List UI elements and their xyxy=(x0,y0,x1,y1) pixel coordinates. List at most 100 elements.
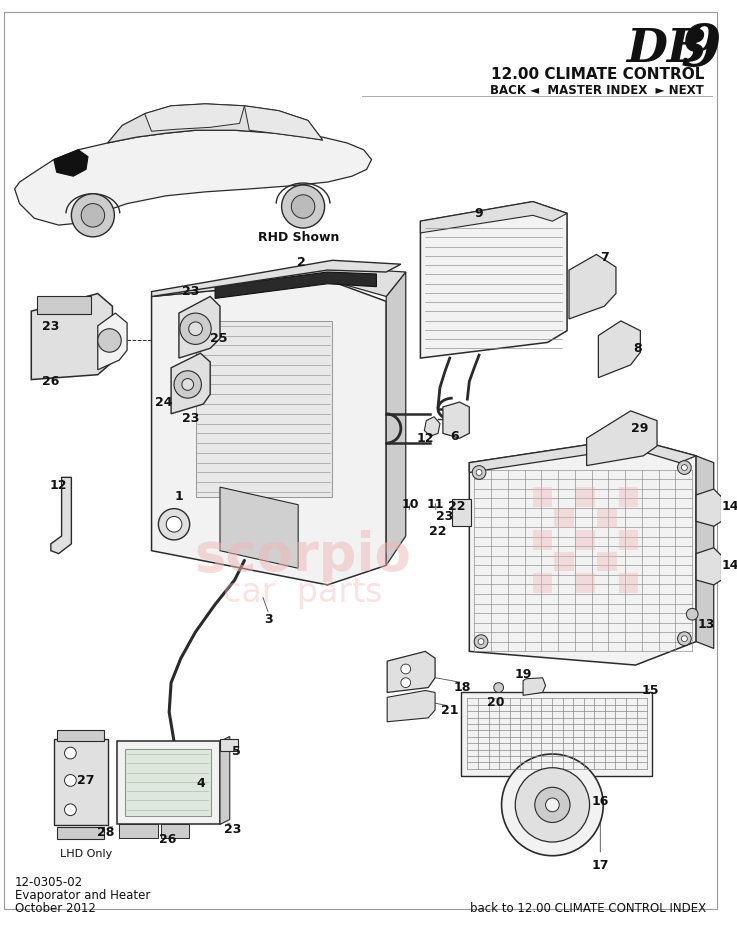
Polygon shape xyxy=(245,105,323,140)
Text: DB: DB xyxy=(626,26,707,71)
Bar xyxy=(554,509,574,528)
Polygon shape xyxy=(179,297,220,358)
Bar xyxy=(576,574,595,593)
Polygon shape xyxy=(420,202,567,233)
Circle shape xyxy=(98,328,121,352)
Bar xyxy=(220,739,237,751)
Circle shape xyxy=(158,509,189,540)
Bar xyxy=(598,551,617,572)
Text: 8: 8 xyxy=(633,341,642,355)
Text: back to 12.00 CLIMATE CONTROL INDEX: back to 12.00 CLIMATE CONTROL INDEX xyxy=(469,902,706,915)
Polygon shape xyxy=(696,548,722,585)
Circle shape xyxy=(677,632,691,646)
Bar xyxy=(576,530,595,549)
Text: scorpio: scorpio xyxy=(195,529,411,582)
Bar xyxy=(125,749,212,816)
Text: 14: 14 xyxy=(722,559,737,572)
Circle shape xyxy=(182,378,194,390)
Circle shape xyxy=(71,194,114,237)
Polygon shape xyxy=(523,678,545,696)
Text: 22: 22 xyxy=(429,524,447,537)
Circle shape xyxy=(282,185,324,228)
Bar xyxy=(54,739,108,825)
Circle shape xyxy=(535,787,570,822)
Bar xyxy=(161,824,189,838)
Polygon shape xyxy=(220,736,230,824)
Circle shape xyxy=(174,371,201,398)
Text: 3: 3 xyxy=(265,612,273,625)
Text: 29: 29 xyxy=(631,422,648,435)
Polygon shape xyxy=(420,202,567,358)
Polygon shape xyxy=(569,254,616,319)
Text: 23: 23 xyxy=(224,823,242,836)
Circle shape xyxy=(545,798,559,812)
Bar xyxy=(554,551,574,572)
Circle shape xyxy=(515,768,590,842)
Text: Evaporator and Heater: Evaporator and Heater xyxy=(15,889,150,902)
Circle shape xyxy=(474,635,488,648)
Circle shape xyxy=(682,464,688,471)
Polygon shape xyxy=(425,417,440,437)
Circle shape xyxy=(65,774,76,786)
Text: 12-0305-02: 12-0305-02 xyxy=(15,876,83,889)
Text: 9: 9 xyxy=(475,207,483,220)
Bar xyxy=(576,487,595,507)
Polygon shape xyxy=(386,272,406,565)
Text: 12: 12 xyxy=(50,478,67,492)
Circle shape xyxy=(81,204,105,227)
Text: 23: 23 xyxy=(182,285,199,298)
Polygon shape xyxy=(144,104,245,131)
Text: 12: 12 xyxy=(416,432,434,445)
Circle shape xyxy=(682,635,688,642)
Text: LHD Only: LHD Only xyxy=(60,849,112,858)
Circle shape xyxy=(167,516,182,532)
Text: 12.00 CLIMATE CONTROL: 12.00 CLIMATE CONTROL xyxy=(491,67,704,81)
Polygon shape xyxy=(98,313,127,370)
Polygon shape xyxy=(469,438,696,665)
Polygon shape xyxy=(696,456,713,648)
Polygon shape xyxy=(443,402,469,438)
Bar xyxy=(117,741,220,824)
Polygon shape xyxy=(387,690,435,722)
Bar xyxy=(195,321,332,497)
Text: 2: 2 xyxy=(297,255,306,269)
Circle shape xyxy=(478,638,484,645)
Polygon shape xyxy=(171,353,210,413)
Polygon shape xyxy=(598,321,640,377)
Polygon shape xyxy=(108,104,323,143)
Polygon shape xyxy=(215,272,377,299)
Polygon shape xyxy=(51,477,71,553)
Circle shape xyxy=(291,195,315,218)
Bar xyxy=(452,499,471,526)
Text: 5: 5 xyxy=(232,745,241,758)
Polygon shape xyxy=(152,267,406,297)
Bar xyxy=(619,487,638,507)
Circle shape xyxy=(180,313,212,344)
Text: 21: 21 xyxy=(441,704,458,717)
Bar xyxy=(533,487,553,507)
Text: 23: 23 xyxy=(436,510,453,523)
Text: 23: 23 xyxy=(182,413,199,426)
Circle shape xyxy=(494,683,503,693)
Circle shape xyxy=(189,322,203,336)
Text: October 2012: October 2012 xyxy=(15,902,96,915)
Text: 16: 16 xyxy=(592,796,609,808)
Circle shape xyxy=(65,747,76,758)
Text: 18: 18 xyxy=(454,681,471,694)
Text: 17: 17 xyxy=(592,859,609,872)
Text: 1: 1 xyxy=(175,490,184,503)
Polygon shape xyxy=(54,150,88,176)
Bar xyxy=(57,827,104,839)
Bar xyxy=(533,530,553,549)
Text: 6: 6 xyxy=(450,430,459,443)
Circle shape xyxy=(502,754,604,856)
Text: 14: 14 xyxy=(722,500,737,513)
Polygon shape xyxy=(220,487,298,568)
Circle shape xyxy=(65,804,76,816)
Text: 26: 26 xyxy=(42,375,60,388)
Bar xyxy=(461,693,652,775)
Polygon shape xyxy=(15,130,371,225)
Polygon shape xyxy=(696,489,722,526)
Circle shape xyxy=(401,678,411,687)
Bar xyxy=(533,574,553,593)
